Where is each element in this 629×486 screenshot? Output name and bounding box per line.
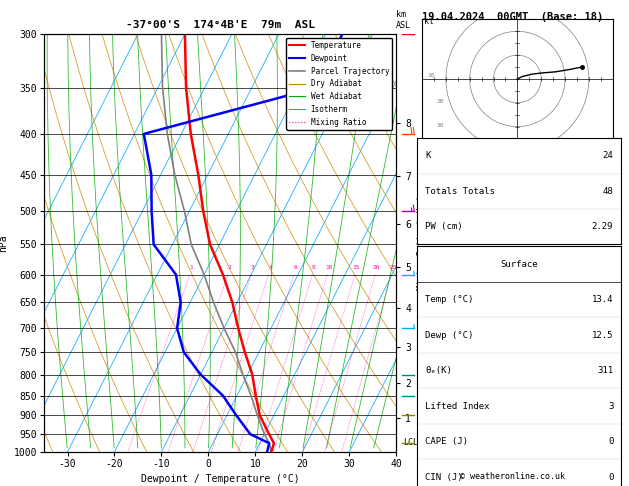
- Text: θₑ(K): θₑ(K): [425, 366, 452, 375]
- Text: CAPE (J): CAPE (J): [425, 437, 468, 446]
- Text: Totals Totals: Totals Totals: [425, 187, 495, 196]
- Text: 6: 6: [294, 265, 298, 270]
- Text: 10: 10: [427, 72, 435, 78]
- Text: 4: 4: [269, 265, 272, 270]
- Text: K: K: [425, 151, 431, 160]
- Text: 311: 311: [597, 366, 613, 375]
- Text: 20: 20: [373, 265, 381, 270]
- Text: 10: 10: [325, 265, 333, 270]
- Text: 2: 2: [228, 265, 231, 270]
- Text: 15: 15: [353, 265, 360, 270]
- Text: Temp (°C): Temp (°C): [425, 295, 474, 304]
- Text: 0: 0: [608, 437, 613, 446]
- Text: 20: 20: [437, 99, 444, 104]
- Text: LCL: LCL: [403, 438, 418, 447]
- Text: 8: 8: [312, 265, 316, 270]
- Text: 13.4: 13.4: [592, 295, 613, 304]
- Text: 3: 3: [608, 401, 613, 411]
- Text: © weatheronline.co.uk: © weatheronline.co.uk: [460, 472, 565, 481]
- Y-axis label: hPa: hPa: [0, 234, 8, 252]
- Text: 1: 1: [189, 265, 193, 270]
- Text: CIN (J): CIN (J): [425, 472, 463, 482]
- Text: 0: 0: [608, 472, 613, 482]
- Text: 19.04.2024  00GMT  (Base: 18): 19.04.2024 00GMT (Base: 18): [422, 12, 603, 22]
- Text: Dewp (°C): Dewp (°C): [425, 330, 474, 340]
- Text: 24: 24: [603, 151, 613, 160]
- Text: PW (cm): PW (cm): [425, 222, 463, 231]
- Text: 48: 48: [603, 187, 613, 196]
- Text: kt: kt: [425, 17, 435, 26]
- Text: Surface: Surface: [501, 260, 538, 269]
- Text: km
ASL: km ASL: [396, 10, 411, 30]
- Legend: Temperature, Dewpoint, Parcel Trajectory, Dry Adiabat, Wet Adiabat, Isotherm, Mi: Temperature, Dewpoint, Parcel Trajectory…: [286, 38, 392, 130]
- Text: 2.29: 2.29: [592, 222, 613, 231]
- Text: 25: 25: [389, 265, 396, 270]
- Text: 30: 30: [437, 122, 444, 128]
- Text: 12.5: 12.5: [592, 330, 613, 340]
- Y-axis label: Mixing Ratio (g/kg): Mixing Ratio (g/kg): [417, 195, 426, 291]
- X-axis label: Dewpoint / Temperature (°C): Dewpoint / Temperature (°C): [141, 474, 299, 485]
- Text: Lifted Index: Lifted Index: [425, 401, 490, 411]
- Text: -37°00'S  174°4B'E  79m  ASL: -37°00'S 174°4B'E 79m ASL: [126, 20, 314, 30]
- Text: 3: 3: [251, 265, 255, 270]
